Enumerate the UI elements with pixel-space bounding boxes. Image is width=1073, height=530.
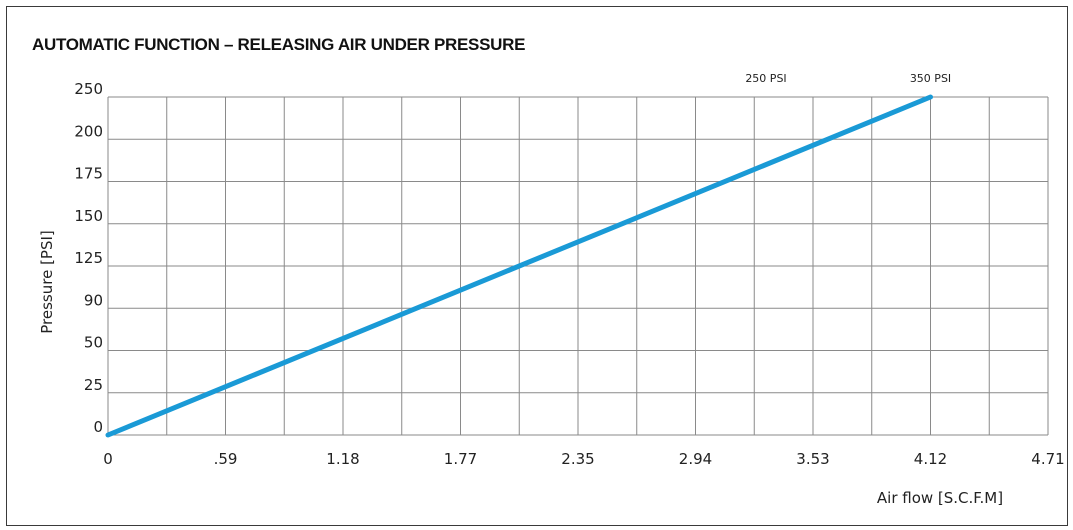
x-tick-label: 1.77 [444, 450, 477, 468]
x-tick-label: 2.35 [561, 450, 594, 468]
x-tick-label: 1.18 [326, 450, 359, 468]
y-tick-label: 90 [84, 291, 103, 309]
y-tick-label: 250 [74, 80, 103, 98]
y-tick-label: 150 [74, 207, 103, 225]
y-tick-label: 50 [84, 334, 103, 352]
x-axis-label: Air flow [S.C.F.M] [877, 489, 1003, 507]
x-tick-label: .59 [214, 450, 238, 468]
y-tick-label: 175 [74, 165, 103, 183]
chart-title: AUTOMATIC FUNCTION – RELEASING AIR UNDER… [32, 35, 526, 54]
series-line [105, 94, 933, 438]
x-tick-label: 3.53 [796, 450, 829, 468]
top-annotation: 350 PSI [910, 72, 951, 85]
x-tick-label: 4.71 [1031, 450, 1064, 468]
y-tick-label: 200 [74, 122, 103, 140]
top-annotations: 250 PSI 350 PSI [745, 72, 951, 85]
y-tick-label: 125 [74, 249, 103, 267]
x-tick-label: 2.94 [679, 450, 712, 468]
x-axis-ticks: 0 .59 1.18 1.77 2.35 2.94 3.53 4.12 4.71 [103, 450, 1064, 468]
chart-series [105, 94, 933, 438]
x-tick-label: 0 [103, 450, 113, 468]
y-tick-label: 25 [84, 376, 103, 394]
x-tick-label: 4.12 [914, 450, 947, 468]
chart-grid [107, 96, 1049, 436]
y-axis-ticks: 0 25 50 90 125 150 175 200 250 [74, 80, 103, 436]
top-annotation: 250 PSI [745, 72, 786, 85]
y-axis-label: Pressure [PSI] [38, 230, 56, 334]
y-tick-label: 0 [93, 418, 103, 436]
